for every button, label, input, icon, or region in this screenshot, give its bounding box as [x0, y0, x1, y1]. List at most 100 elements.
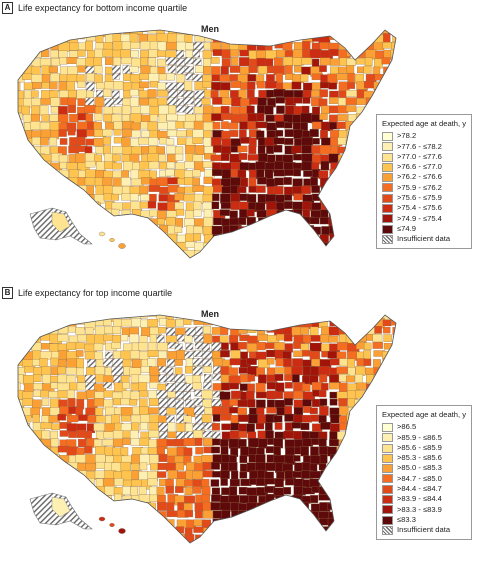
county-region [212, 510, 223, 519]
county-region [156, 234, 167, 241]
county-region [283, 257, 293, 258]
county-region [138, 526, 151, 535]
county-region [18, 65, 21, 76]
county-region [184, 145, 195, 154]
county-region [311, 82, 321, 91]
county-region [166, 510, 179, 518]
county-region [346, 437, 359, 448]
county-region [87, 542, 96, 543]
county-region [256, 249, 267, 258]
county-region [390, 49, 396, 59]
county-region [23, 49, 32, 59]
county-region [41, 455, 54, 465]
county-region [266, 122, 277, 131]
county-region [246, 209, 255, 217]
county-region [248, 526, 257, 536]
county-region [156, 486, 165, 496]
county-region [18, 241, 23, 252]
county-region [383, 343, 395, 350]
county-region [51, 423, 61, 431]
county-region [256, 209, 267, 218]
county-region [354, 399, 363, 407]
county-region [18, 58, 25, 68]
county-region [39, 154, 52, 162]
legend-item: >75.6 - ≤75.9 [382, 193, 466, 203]
county-region [112, 258, 119, 264]
county-region [77, 65, 87, 73]
county-region [319, 89, 328, 98]
county-region [364, 202, 375, 209]
county-region [77, 49, 86, 57]
county-region [346, 65, 355, 75]
county-region [364, 495, 373, 504]
county-region [185, 343, 194, 351]
county-region [85, 210, 93, 220]
county-region [284, 65, 293, 75]
county-region [364, 226, 373, 237]
us-map-bottom-quartile [17, 29, 397, 264]
county-region [76, 185, 88, 196]
county-region [228, 438, 240, 449]
county-region [346, 154, 359, 164]
county-region [40, 242, 52, 252]
county-region [184, 510, 194, 518]
county-region [356, 209, 364, 216]
county-region [392, 33, 396, 43]
county-region [94, 257, 104, 258]
legend-swatch [382, 224, 393, 234]
county-region [183, 437, 195, 446]
county-region [230, 138, 242, 147]
county-region [346, 49, 355, 57]
county-region [302, 49, 311, 59]
county-region [336, 510, 349, 518]
county-region [337, 193, 348, 202]
county-region [18, 137, 21, 146]
legend-item: ≤83.3 [382, 515, 466, 525]
county-region [230, 169, 239, 178]
county-region [95, 374, 105, 383]
county-region [192, 185, 205, 192]
county-region [24, 201, 36, 210]
county-region [319, 406, 329, 416]
county-region [192, 74, 203, 82]
county-region [121, 257, 133, 258]
county-region [346, 375, 355, 383]
alaska-inset [29, 207, 93, 245]
legend-item: >85.3 - ≤85.6 [382, 453, 466, 463]
county-region [310, 176, 318, 186]
county-region [364, 146, 374, 156]
county-region [78, 414, 89, 421]
panel-bottom-quartile: A Life expectancy for bottom income quar… [0, 0, 478, 282]
county-region [93, 202, 101, 211]
map-subtitle: Men [201, 309, 219, 319]
county-region [283, 224, 292, 233]
county-region [50, 470, 61, 478]
county-region [31, 544, 42, 552]
county-region [320, 534, 331, 543]
county-region [22, 398, 34, 406]
county-region [357, 470, 366, 478]
county-region [283, 201, 293, 209]
county-region [283, 334, 293, 342]
county-region [40, 177, 53, 187]
county-region [121, 177, 131, 187]
county-region [312, 106, 320, 116]
county-region [248, 65, 258, 73]
county-region [381, 89, 393, 97]
legend-label: ≤83.3 [397, 514, 416, 524]
county-region [203, 382, 212, 390]
county-region [18, 350, 23, 361]
county-region [156, 342, 169, 351]
county-region [382, 249, 392, 257]
county-region [210, 57, 220, 64]
county-region [221, 526, 232, 537]
county-region [129, 33, 138, 43]
county-region [67, 209, 77, 217]
county-region [33, 390, 41, 397]
county-region [364, 431, 373, 439]
county-region [50, 33, 63, 42]
county-region [203, 186, 214, 197]
county-region [301, 57, 312, 65]
county-region [148, 429, 159, 438]
county-region [32, 414, 40, 423]
